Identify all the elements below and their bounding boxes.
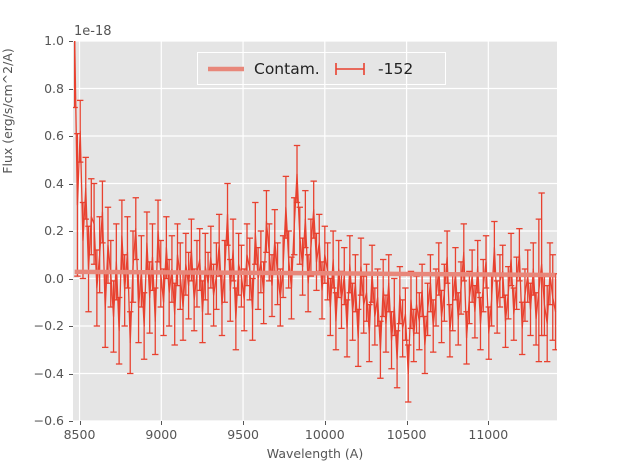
y-tick-mark xyxy=(69,231,73,232)
y-tick-mark xyxy=(69,136,73,137)
y-tick-label: 0.4 xyxy=(44,175,64,191)
x-tick-label: 10500 xyxy=(386,427,427,442)
legend-line-swatch-icon xyxy=(207,61,245,77)
y-axis-offset-text: 1e-18 xyxy=(74,24,112,39)
legend-label-series: -152 xyxy=(378,59,414,78)
x-tick-label: 8500 xyxy=(63,427,96,442)
legend-errorbar-swatch-icon xyxy=(331,61,369,77)
y-tick-label: 0.8 xyxy=(44,80,64,96)
legend[interactable]: Contam. -152 xyxy=(197,52,446,85)
y-tick-label: −0.6 xyxy=(33,413,64,428)
x-tick-mark xyxy=(488,421,490,425)
x-tick-label: 10000 xyxy=(304,427,345,442)
y-tick-label: −0.4 xyxy=(33,365,64,381)
legend-label-contam: Contam. xyxy=(254,59,320,78)
x-tick-label: 11000 xyxy=(468,427,509,442)
legend-entry-series[interactable]: -152 xyxy=(331,53,413,84)
y-tick-label: 1.0 xyxy=(44,33,64,48)
plot-area xyxy=(73,41,557,421)
contamination-line xyxy=(74,269,556,278)
x-tick-mark xyxy=(161,421,163,425)
y-tick-mark xyxy=(69,41,73,42)
x-tick-mark xyxy=(243,421,245,425)
x-axis-label: Wavelength (A) xyxy=(266,446,364,461)
x-tick-mark xyxy=(324,421,326,425)
x-tick-label: 9000 xyxy=(145,427,178,442)
y-tick-label: −0.2 xyxy=(33,318,64,333)
y-tick-mark xyxy=(69,88,73,90)
y-tick-mark xyxy=(69,373,73,375)
y-tick-mark xyxy=(69,326,73,327)
legend-entry-contam[interactable]: Contam. xyxy=(207,53,320,84)
y-tick-label: 0.0 xyxy=(44,270,64,286)
y-tick-mark xyxy=(69,183,73,185)
y-tick-mark xyxy=(69,421,73,422)
x-tick-mark xyxy=(79,421,81,425)
x-tick-label: 9500 xyxy=(227,427,259,442)
x-tick-mark xyxy=(406,421,408,425)
plot-canvas xyxy=(73,41,557,421)
errorbar-series xyxy=(73,41,557,403)
y-tick-label: 0.6 xyxy=(44,128,64,143)
flux-data-line xyxy=(74,41,557,375)
y-tick-mark xyxy=(69,278,73,280)
y-tick-label: 0.2 xyxy=(44,223,64,238)
